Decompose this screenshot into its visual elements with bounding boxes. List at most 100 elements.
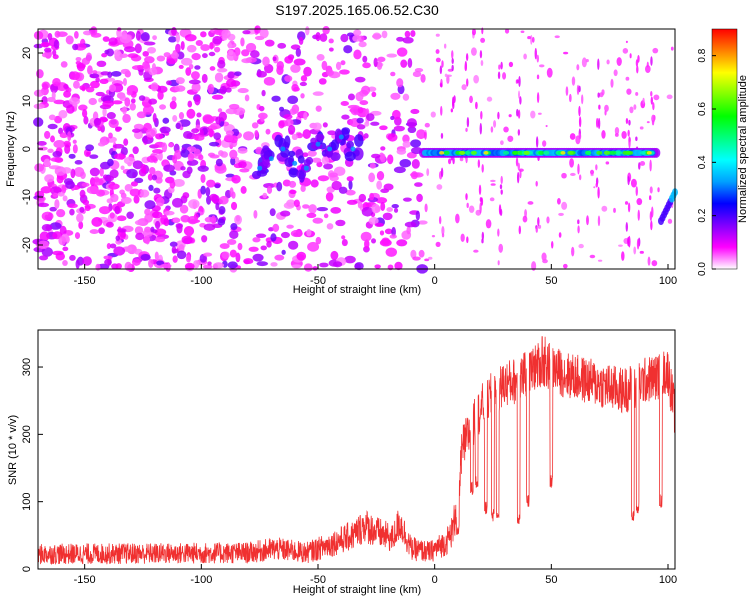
y-tick-label: 0: [21, 146, 33, 152]
noise-blob: [188, 79, 201, 85]
noise-blob: [624, 201, 629, 205]
noise-blob: [176, 223, 183, 234]
noise-blob: [635, 92, 639, 96]
noise-blob: [56, 174, 64, 184]
noise-blob: [563, 51, 569, 55]
x-tick-label: -100: [190, 574, 212, 586]
noise-blob: [121, 30, 128, 40]
noise-blob: [527, 35, 531, 40]
noise-blob: [116, 228, 127, 233]
noise-blob: [315, 31, 321, 42]
noise-blob: [225, 87, 232, 93]
streak-blob: [480, 197, 484, 206]
noise-blob: [306, 212, 317, 219]
noise-blob: [340, 33, 349, 43]
noise-blob: [332, 261, 343, 268]
noise-blob: [221, 29, 231, 39]
streak-blob: [479, 122, 482, 135]
noise-blob: [74, 30, 79, 39]
noise-blob: [109, 243, 117, 249]
noise-blob: [55, 252, 65, 261]
streak-blob: [517, 162, 520, 171]
noise-blob: [260, 245, 267, 251]
noise-blob: [361, 85, 371, 95]
noise-blob: [372, 32, 382, 40]
noise-blob: [124, 261, 133, 272]
noise-blob: [329, 172, 338, 178]
noise-blob: [633, 246, 637, 255]
y-tick-label: -20: [21, 237, 33, 253]
snr-x-axis-label: Height of straight line (km): [293, 584, 421, 596]
noise-blob: [115, 263, 122, 270]
noise-blob: [321, 60, 328, 71]
streak-blob: [650, 96, 654, 105]
noise-blob: [581, 94, 584, 105]
noise-blob: [129, 188, 141, 197]
carrier-hot: [470, 150, 477, 155]
noise-blob: [208, 129, 215, 137]
noise-blob: [215, 202, 220, 211]
streak-blob: [650, 56, 653, 66]
track-blob: [263, 150, 270, 160]
noise-blob: [302, 204, 310, 209]
streak-blob: [628, 136, 631, 149]
noise-blob: [657, 187, 660, 193]
noise-blob: [201, 235, 208, 243]
noise-blob: [576, 64, 580, 71]
noise-blob: [136, 111, 147, 119]
streak-blob: [439, 65, 443, 75]
noise-blob: [184, 34, 197, 42]
noise-blob: [364, 121, 370, 127]
noise-blob: [371, 153, 381, 159]
noise-blob: [186, 44, 197, 53]
streak-blob: [597, 117, 601, 130]
noise-blob: [597, 259, 603, 262]
noise-blob: [123, 156, 136, 165]
noise-blob: [151, 174, 158, 181]
noise-blob: [37, 240, 50, 250]
noise-blob: [262, 192, 268, 199]
noise-blob: [103, 255, 113, 260]
noise-blob: [33, 30, 44, 40]
noise-blob: [155, 196, 165, 207]
noise-blob: [410, 249, 417, 259]
noise-blob: [278, 106, 285, 112]
streak-blob: [625, 117, 629, 124]
noise-blob: [542, 140, 547, 147]
noise-blob: [44, 47, 52, 53]
noise-blob: [290, 229, 303, 238]
streak-blob: [650, 220, 653, 231]
noise-blob: [589, 254, 596, 259]
noise-blob: [200, 173, 206, 183]
noise-blob: [81, 57, 91, 65]
noise-blob: [38, 255, 49, 261]
noise-blob: [369, 192, 375, 201]
noise-blob: [667, 218, 673, 224]
colorbar-label: Normalized spectral amplitude: [737, 75, 749, 223]
noise-blob: [586, 215, 589, 226]
noise-blob: [70, 168, 76, 179]
noise-blob: [500, 140, 504, 146]
noise-blob: [326, 69, 335, 76]
noise-blob: [614, 132, 619, 137]
noise-blob: [159, 126, 171, 134]
noise-blob: [143, 41, 156, 46]
noise-blob: [546, 216, 550, 224]
noise-blob: [387, 154, 394, 165]
noise-blob: [339, 69, 350, 75]
noise-blob: [132, 160, 144, 170]
carrier-hot: [596, 150, 603, 155]
noise-blob: [153, 187, 161, 194]
streak-blob: [498, 64, 501, 70]
x-tick-label: -100: [190, 275, 212, 287]
noise-blob: [293, 58, 306, 66]
noise-blob: [341, 114, 350, 120]
noise-blob: [435, 241, 441, 247]
streak-blob: [440, 167, 444, 178]
noise-blob: [571, 246, 575, 257]
streak-blob: [597, 92, 600, 98]
noise-blob: [175, 77, 185, 85]
noise-blob: [112, 143, 125, 149]
noise-blob: [394, 261, 403, 271]
